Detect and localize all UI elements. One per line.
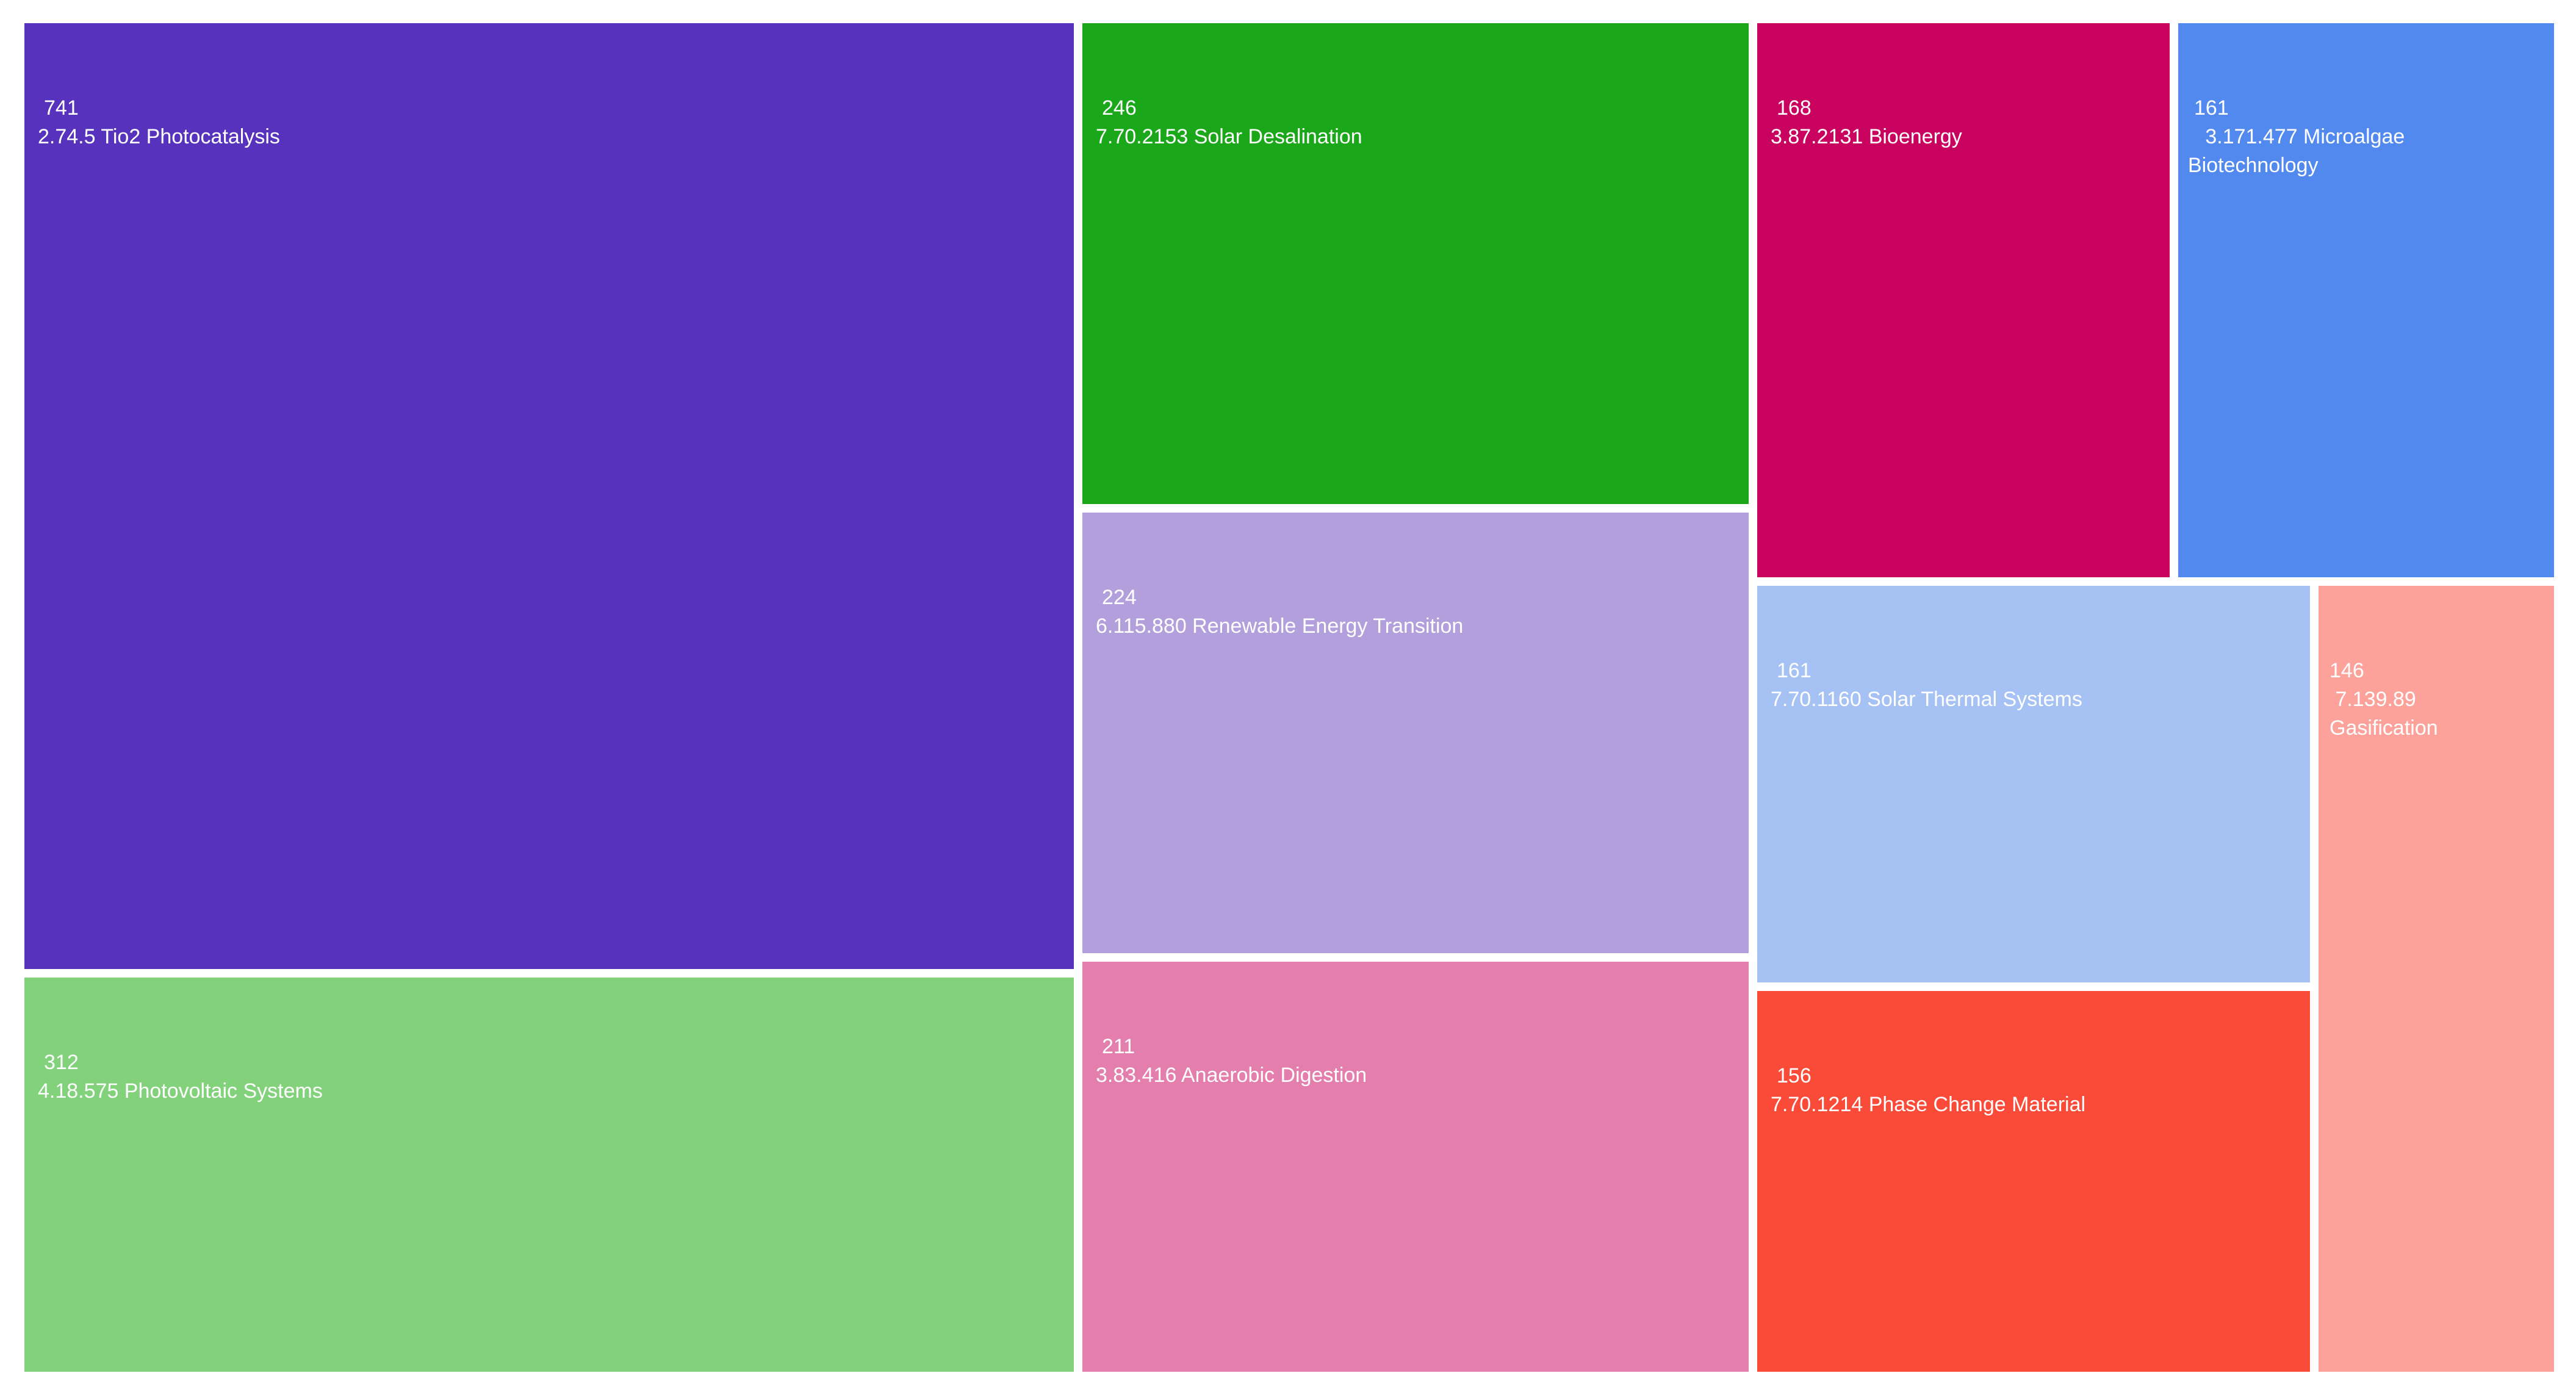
- cell-label: 7.139.89 Gasification: [2330, 688, 2438, 740]
- cell-label: 7.70.2153 Solar Desalination: [1096, 125, 1362, 148]
- cell-value: 161: [2194, 96, 2229, 120]
- cell-value: 161: [1777, 659, 1811, 682]
- treemap-cell-tio2-photocatalysis[interactable]: 741 2.74.5 Tio2 Photocatalysis: [24, 23, 1074, 969]
- treemap-cell-solar-desalination[interactable]: 246 7.70.2153 Solar Desalination: [1082, 23, 1749, 504]
- cell-label: 4.18.575 Photovoltaic Systems: [38, 1079, 323, 1103]
- treemap-cell-solar-thermal-systems[interactable]: 161 7.70.1160 Solar Thermal Systems: [1757, 586, 2310, 982]
- cell-label: 7.70.1160 Solar Thermal Systems: [1771, 688, 2082, 711]
- cell-label: 3.87.2131 Bioenergy: [1771, 125, 1962, 148]
- cell-label: 7.70.1214 Phase Change Material: [1771, 1093, 2086, 1116]
- treemap-cell-bioenergy[interactable]: 168 3.87.2131 Bioenergy: [1757, 23, 2170, 577]
- cell-label: 3.83.416 Anaerobic Digestion: [1096, 1064, 1367, 1087]
- cell-value: 741: [44, 96, 79, 120]
- cell-label: 6.115.880 Renewable Energy Transition: [1096, 614, 1464, 638]
- cell-value: 168: [1777, 96, 1811, 120]
- treemap-cell-renewable-energy-transition[interactable]: 224 6.115.880 Renewable Energy Transitio…: [1082, 513, 1749, 953]
- cell-value: 246: [1102, 96, 1137, 120]
- treemap-cell-microalgae-biotechnology[interactable]: 161 3.171.477 Microalgae Biotechnology: [2178, 23, 2554, 577]
- cell-value: 156: [1777, 1064, 1811, 1087]
- cell-label: 3.171.477 Microalgae Biotechnology: [2188, 125, 2405, 177]
- treemap-cell-photovoltaic-systems[interactable]: 312 4.18.575 Photovoltaic Systems: [24, 978, 1074, 1372]
- treemap-cell-anaerobic-digestion[interactable]: 211 3.83.416 Anaerobic Digestion: [1082, 962, 1749, 1372]
- cell-value: 211: [1102, 1035, 1135, 1058]
- cell-value: 312: [44, 1051, 79, 1074]
- cell-value: 224: [1102, 586, 1137, 609]
- treemap-cell-gasification[interactable]: 146 7.139.89 Gasification: [2319, 586, 2554, 1372]
- treemap-cell-phase-change-material[interactable]: 156 7.70.1214 Phase Change Material: [1757, 991, 2310, 1372]
- cell-value: 146: [2330, 659, 2364, 682]
- cell-label: 2.74.5 Tio2 Photocatalysis: [38, 125, 280, 148]
